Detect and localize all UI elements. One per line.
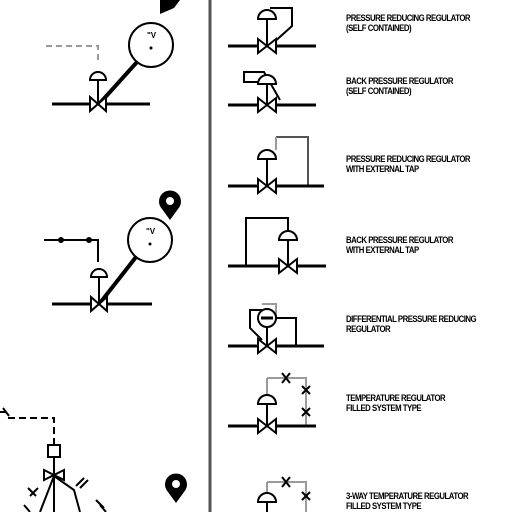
valve-body bbox=[89, 94, 107, 114]
symbol-label-temperature-3way: 3-WAY TEMPERATURE REGULATOR FILLED SYSTE… bbox=[346, 492, 485, 512]
label-line-1: BACK PRESSURE REGULATOR bbox=[346, 235, 453, 246]
diaphragm-actuator bbox=[88, 71, 108, 81]
symbol-label-temperature: TEMPERATURE REGULATOR FILLED SYSTEM TYPE bbox=[346, 394, 485, 414]
symbol-bpr-ext bbox=[228, 217, 326, 276]
label-line-2: REGULATOR bbox=[346, 324, 391, 335]
symbol-label-bpr-self: BACK PRESSURE REGULATOR (SELF CONTAINED) bbox=[346, 77, 485, 97]
label-line-2: (SELF CONTAINED) bbox=[346, 86, 412, 97]
symbol-prv-ext bbox=[228, 136, 324, 196]
pin-marker-icon bbox=[159, 190, 181, 220]
label-line-1: PRESSURE REDUCING REGULATOR bbox=[346, 154, 471, 165]
symbol-temperature-3way bbox=[256, 476, 311, 512]
label-line-2: FILLED SYSTEM TYPE bbox=[346, 501, 422, 512]
symbol-label-differential: DIFFERENTIAL PRESSURE REDUCING REGULATOR bbox=[346, 315, 485, 335]
label-line-2: WITH EXTERNAL TAP bbox=[346, 164, 419, 175]
label-line-2: FILLED SYSTEM TYPE bbox=[346, 403, 422, 414]
three-way-valve-assembly bbox=[0, 407, 107, 512]
label-line-1: DIFFERENTIAL PRESSURE REDUCING bbox=[346, 314, 477, 325]
gauge-center-dot bbox=[149, 46, 153, 50]
label-line-2: (SELF CONTAINED) bbox=[346, 23, 412, 34]
symbol-differential bbox=[228, 303, 324, 356]
symbol-label-prv-ext: PRESSURE REDUCING REGULATOR WITH EXTERNA… bbox=[346, 155, 485, 175]
label-line-2: WITH EXTERNAL TAP bbox=[346, 245, 419, 256]
pin-marker-icon bbox=[165, 473, 187, 503]
label-line-1: PRESSURE REDUCING REGULATOR bbox=[346, 13, 471, 24]
pin-marker-icon bbox=[160, 0, 180, 14]
label-line-1: 3-WAY TEMPERATURE REGULATOR bbox=[346, 491, 469, 502]
gauge-symbol: "V bbox=[146, 227, 156, 236]
symbol-prv-self bbox=[228, 7, 316, 56]
diaphragm-actuator bbox=[89, 268, 109, 278]
symbol-bpr-self bbox=[228, 71, 316, 115]
label-line-1: TEMPERATURE REGULATOR bbox=[346, 393, 446, 404]
valve-body bbox=[90, 294, 108, 314]
symbol-temperature bbox=[228, 372, 316, 436]
symbol-label-prv-self: PRESSURE REDUCING REGULATOR (SELF CONTAI… bbox=[346, 14, 485, 34]
gauge-circle bbox=[127, 217, 173, 263]
symbol-label-bpr-ext: BACK PRESSURE REGULATOR WITH EXTERNAL TA… bbox=[346, 236, 485, 256]
gauge-regulator-assembly-2: "V bbox=[44, 217, 173, 314]
label-line-1: BACK PRESSURE REGULATOR bbox=[346, 76, 453, 87]
gauge-circle bbox=[128, 22, 174, 68]
gauge-regulator-assembly-1: "V bbox=[46, 22, 174, 114]
gauge-symbol: "V bbox=[147, 31, 157, 40]
